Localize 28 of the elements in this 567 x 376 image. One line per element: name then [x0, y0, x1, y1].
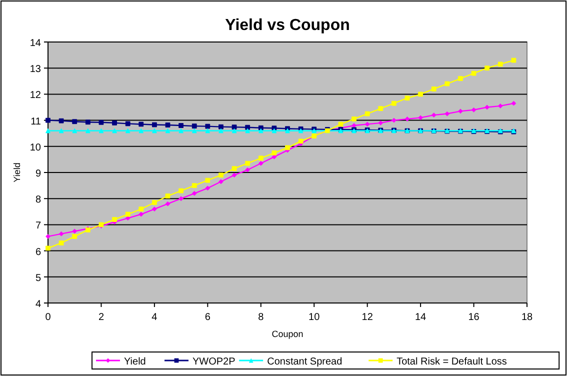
x-tick-label: 14 [414, 312, 427, 323]
x-tick-label: 6 [204, 312, 211, 323]
legend-label: YWOP2P [192, 356, 236, 368]
y-tick-label: 4 [35, 299, 42, 310]
x-tick-label: 12 [362, 312, 374, 323]
x-tick-label: 18 [521, 312, 533, 323]
y-tick-label: 10 [30, 142, 42, 154]
y-axis-title: Yield [12, 162, 22, 182]
y-tick-label: 13 [30, 64, 42, 76]
legend-label: Yield [124, 356, 146, 368]
x-tick-label: 2 [98, 312, 104, 323]
legend-label: Total Risk = Default Loss [396, 356, 507, 368]
y-tick-label: 11 [30, 116, 42, 128]
legend-label: Constant Spread [267, 356, 342, 368]
y-tick-label: 14 [30, 38, 42, 49]
y-tick-label: 9 [35, 168, 42, 180]
y-tick-label: 12 [30, 90, 42, 102]
x-tick-label: 10 [308, 312, 320, 323]
x-tick-label: 4 [152, 312, 158, 323]
y-tick-label: 6 [35, 246, 42, 258]
y-tick-label: 7 [35, 220, 42, 232]
x-tick-label: 8 [258, 312, 264, 323]
y-tick-label: 8 [35, 194, 42, 206]
y-tick-label: 5 [35, 272, 42, 284]
chart-title: Yield vs Coupon [225, 17, 350, 34]
x-tick-label: 16 [468, 312, 480, 323]
x-axis-title: Coupon [272, 329, 304, 339]
x-tick-label: 0 [45, 312, 52, 323]
